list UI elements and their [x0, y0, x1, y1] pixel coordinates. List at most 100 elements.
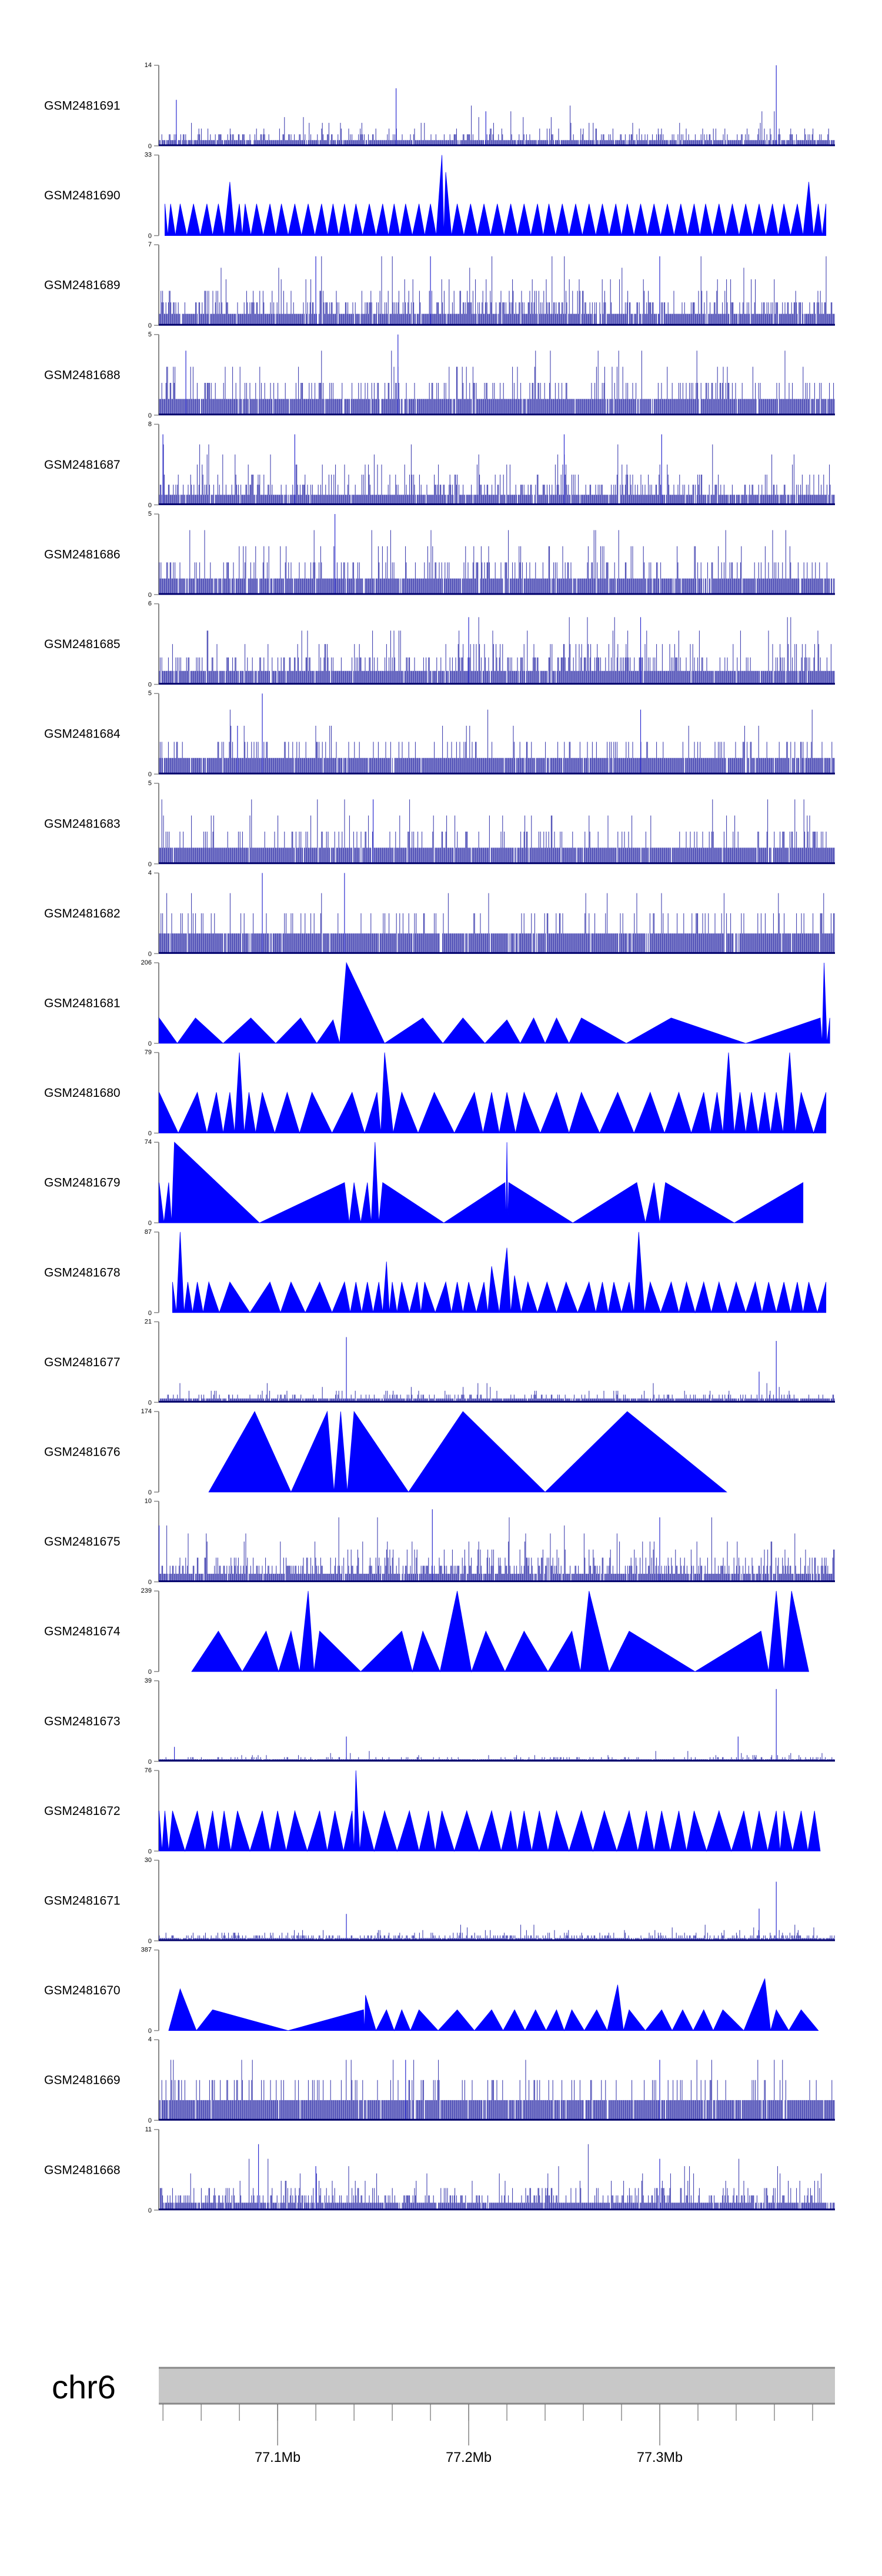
- y-tick-label-min: 0: [148, 682, 152, 689]
- coverage-area: [159, 1052, 827, 1134]
- track-label: GSM2481675: [44, 1535, 121, 1549]
- y-tick-label-min: 0: [148, 412, 152, 419]
- y-tick-label-min: 0: [148, 322, 152, 329]
- track-label: GSM2481673: [44, 1714, 121, 1728]
- coverage-spikes: [159, 1509, 660, 1582]
- track-label: GSM2481685: [44, 638, 121, 651]
- coverage-area: [159, 1142, 804, 1223]
- y-tick-label-max: 7: [148, 241, 152, 248]
- y-tick-label-min: 0: [148, 1130, 152, 1137]
- coverage-bars: [159, 1383, 835, 1403]
- track-label: GSM2481670: [44, 1984, 121, 1997]
- y-tick-label-min: 0: [148, 233, 152, 240]
- y-tick-label-max: 39: [145, 1677, 152, 1684]
- y-tick-label-min: 0: [148, 592, 152, 599]
- y-tick-label-min: 0: [148, 1040, 152, 1047]
- y-tick-label-min: 0: [148, 1938, 152, 1945]
- coverage-bars: [159, 1751, 835, 1761]
- chromosome-label: chr6: [52, 2368, 116, 2405]
- genome-tick-label: 77.1Mb: [255, 2450, 300, 2465]
- y-tick-label-max: 206: [141, 959, 152, 966]
- track-label: GSM2481678: [44, 1266, 121, 1279]
- y-tick-label-min: 0: [148, 1759, 152, 1766]
- coverage-area: [172, 1232, 827, 1314]
- track-label: GSM2481669: [44, 2074, 121, 2087]
- y-tick-label-max: 387: [141, 1947, 152, 1954]
- track-label: GSM2481668: [44, 2163, 121, 2177]
- track-label: GSM2481684: [44, 728, 121, 741]
- coverage-bars: [159, 2144, 835, 2210]
- coverage-spikes: [162, 434, 662, 505]
- y-tick-label-max: 30: [145, 1857, 152, 1864]
- y-tick-label-min: 0: [148, 1399, 152, 1406]
- coverage-spikes: [346, 1881, 777, 1941]
- y-tick-label-max: 5: [148, 331, 152, 338]
- coverage-bars: [159, 1924, 835, 1941]
- coverage-area: [168, 1978, 819, 2031]
- track-label: GSM2481683: [44, 817, 121, 830]
- coverage-spikes: [315, 256, 660, 326]
- track-label: GSM2481672: [44, 1804, 121, 1818]
- coverage-spikes: [468, 617, 642, 685]
- track-label: GSM2481677: [44, 1356, 121, 1369]
- y-tick-label-max: 6: [148, 600, 152, 608]
- y-tick-label-max: 21: [145, 1318, 152, 1325]
- y-tick-label-min: 0: [148, 1669, 152, 1676]
- y-tick-label-max: 74: [145, 1139, 152, 1146]
- chromosome-ideogram: [159, 2367, 835, 2404]
- coverage-bars: [159, 256, 835, 326]
- y-tick-label-max: 14: [145, 62, 152, 69]
- y-tick-label-min: 0: [148, 771, 152, 778]
- y-tick-label-max: 4: [148, 869, 152, 876]
- y-tick-label-max: 5: [148, 780, 152, 787]
- track-label: GSM2481676: [44, 1446, 121, 1459]
- coverage-spikes: [237, 693, 642, 775]
- coverage-bars: [159, 617, 835, 685]
- y-tick-label-min: 0: [148, 1489, 152, 1496]
- y-tick-label-max: 33: [145, 152, 152, 159]
- track-label: GSM2481691: [44, 99, 121, 113]
- track-label: GSM2481687: [44, 458, 121, 472]
- coverage-spikes: [176, 65, 777, 146]
- y-tick-label-min: 0: [148, 502, 152, 509]
- coverage-bars: [159, 2060, 835, 2121]
- y-tick-label-max: 5: [148, 510, 152, 518]
- track-label: GSM2481674: [44, 1625, 121, 1639]
- coverage-bars: [159, 351, 835, 415]
- coverage-bars: [159, 709, 835, 775]
- coverage-area: [208, 1410, 727, 1493]
- y-tick-label-max: 5: [148, 690, 152, 697]
- coverage-spikes: [185, 334, 399, 415]
- y-tick-label-min: 0: [148, 2117, 152, 2124]
- y-tick-label-max: 8: [148, 421, 152, 428]
- coverage-bars: [159, 893, 835, 954]
- y-tick-label-max: 10: [145, 1498, 152, 1505]
- coverage-spikes: [262, 873, 345, 954]
- genome-tick-label: 77.2Mb: [446, 2450, 492, 2465]
- coverage-area: [191, 1591, 809, 1673]
- coverage-spikes: [346, 1337, 777, 1403]
- y-tick-label-min: 0: [148, 2028, 152, 2035]
- coverage-bars: [159, 105, 835, 146]
- coverage-bars: [159, 799, 835, 864]
- coverage-spikes: [258, 2144, 660, 2210]
- y-tick-label-min: 0: [148, 1579, 152, 1586]
- track-label: GSM2481680: [44, 1086, 121, 1100]
- track-label: GSM2481682: [44, 907, 121, 920]
- coverage-area: [159, 962, 830, 1044]
- track-label: GSM2481686: [44, 548, 121, 562]
- y-tick-label-max: 11: [145, 2126, 152, 2133]
- y-tick-label-min: 0: [148, 1848, 152, 1855]
- y-tick-label-min: 0: [148, 1310, 152, 1317]
- coverage-area: [159, 1770, 821, 1852]
- track-label: GSM2481690: [44, 189, 121, 202]
- y-tick-label-max: 87: [145, 1229, 152, 1236]
- y-tick-label-max: 76: [145, 1767, 152, 1774]
- y-tick-label-max: 174: [141, 1408, 152, 1415]
- track-label: GSM2481679: [44, 1176, 121, 1190]
- coverage-area: [164, 155, 827, 236]
- y-tick-label-min: 0: [148, 861, 152, 868]
- track-label: GSM2481671: [44, 1894, 121, 1908]
- y-tick-label-min: 0: [148, 143, 152, 150]
